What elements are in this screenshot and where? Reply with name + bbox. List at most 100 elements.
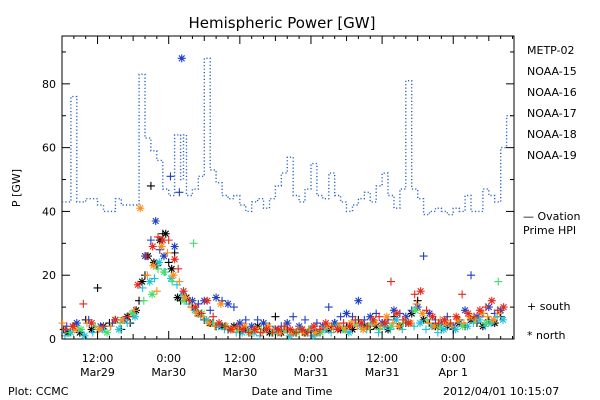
data-point (253, 322, 262, 331)
data-point (452, 312, 461, 321)
data-point (459, 319, 468, 328)
data-point (309, 322, 318, 331)
data-point (159, 268, 168, 277)
series-noaa-19 (61, 232, 508, 337)
data-point (440, 315, 449, 324)
x-tick-label-date: Mar29 (80, 366, 115, 379)
x-axis-label: Date and Time (252, 385, 333, 398)
data-point (209, 312, 218, 321)
data-point (439, 325, 448, 334)
ovation-legend-line1: — Ovation (523, 210, 581, 223)
data-point (292, 328, 301, 337)
points-layer (58, 54, 508, 340)
data-point (412, 299, 421, 308)
data-point (430, 322, 439, 331)
data-point (483, 312, 492, 321)
data-point (345, 322, 354, 331)
data-point (295, 322, 304, 331)
data-point (363, 322, 372, 331)
data-point (154, 264, 163, 273)
data-point (197, 309, 206, 318)
data-point (173, 293, 182, 302)
data-point (410, 290, 419, 299)
data-point (398, 315, 407, 324)
y-tick-label: 0 (49, 333, 56, 346)
y-tick-label: 20 (42, 269, 56, 282)
data-point (256, 328, 265, 337)
data-point (327, 322, 336, 331)
data-point (136, 204, 145, 213)
data-point (262, 325, 271, 334)
data-point (215, 319, 224, 328)
data-point (168, 277, 177, 286)
data-point (185, 296, 194, 305)
data-point (288, 328, 297, 337)
data-point (130, 306, 139, 315)
data-point (244, 328, 253, 337)
data-point (139, 296, 148, 305)
data-point (348, 325, 357, 334)
data-point (446, 319, 455, 328)
y-tick-label: 40 (42, 205, 56, 218)
data-point (158, 236, 167, 245)
data-point (419, 252, 428, 261)
plot-frame (61, 35, 515, 340)
data-point (499, 303, 508, 312)
data-point (206, 306, 215, 315)
legend-item-noaa-15: NOAA-15 (527, 65, 577, 78)
data-point (482, 319, 491, 328)
data-point (382, 312, 391, 321)
data-point (268, 328, 277, 337)
data-point (315, 325, 324, 334)
data-point (416, 287, 425, 296)
data-point (323, 322, 332, 331)
data-point (175, 188, 184, 197)
data-point (138, 277, 147, 286)
data-point (347, 319, 356, 328)
data-point (61, 325, 70, 334)
data-point (357, 319, 366, 328)
data-point (127, 309, 136, 318)
data-point (58, 319, 67, 328)
x-tick-label-time: 12:00 (366, 352, 398, 365)
data-point (205, 319, 214, 328)
data-point (93, 283, 102, 292)
data-point (298, 325, 307, 334)
data-point (238, 325, 247, 334)
data-point (226, 325, 235, 334)
data-point (232, 322, 241, 331)
data-point (76, 325, 85, 334)
data-point (167, 274, 176, 283)
data-point (421, 325, 430, 334)
legend-marker-north: * north (527, 329, 566, 342)
data-point (75, 328, 84, 337)
data-point (494, 277, 503, 286)
data-point (103, 328, 112, 337)
axes-layer: 02040608012:00Mar290:00Mar3012:00Mar300:… (42, 36, 514, 379)
data-point (499, 315, 508, 324)
data-point (309, 331, 318, 340)
data-point (114, 325, 123, 334)
legend-item-noaa-17: NOAA-17 (527, 107, 577, 120)
data-point (223, 299, 232, 308)
data-point (388, 319, 397, 328)
data-point (148, 290, 157, 299)
data-point (477, 309, 486, 318)
data-point (133, 280, 142, 289)
data-point (487, 296, 496, 305)
data-point (301, 315, 310, 324)
legend-item-noaa-18: NOAA-18 (527, 128, 577, 141)
data-point (341, 325, 350, 334)
data-point (392, 315, 401, 324)
data-point (324, 303, 333, 312)
data-point (111, 315, 120, 324)
data-point (247, 322, 256, 331)
data-point (386, 277, 395, 286)
ovation-layer (62, 57, 513, 216)
data-point (170, 242, 179, 251)
data-point (159, 252, 168, 261)
plot-timestamp: 2012/04/01 10:15:07 (443, 385, 559, 398)
data-point (276, 328, 285, 337)
data-point (87, 325, 96, 334)
data-point (177, 54, 186, 63)
